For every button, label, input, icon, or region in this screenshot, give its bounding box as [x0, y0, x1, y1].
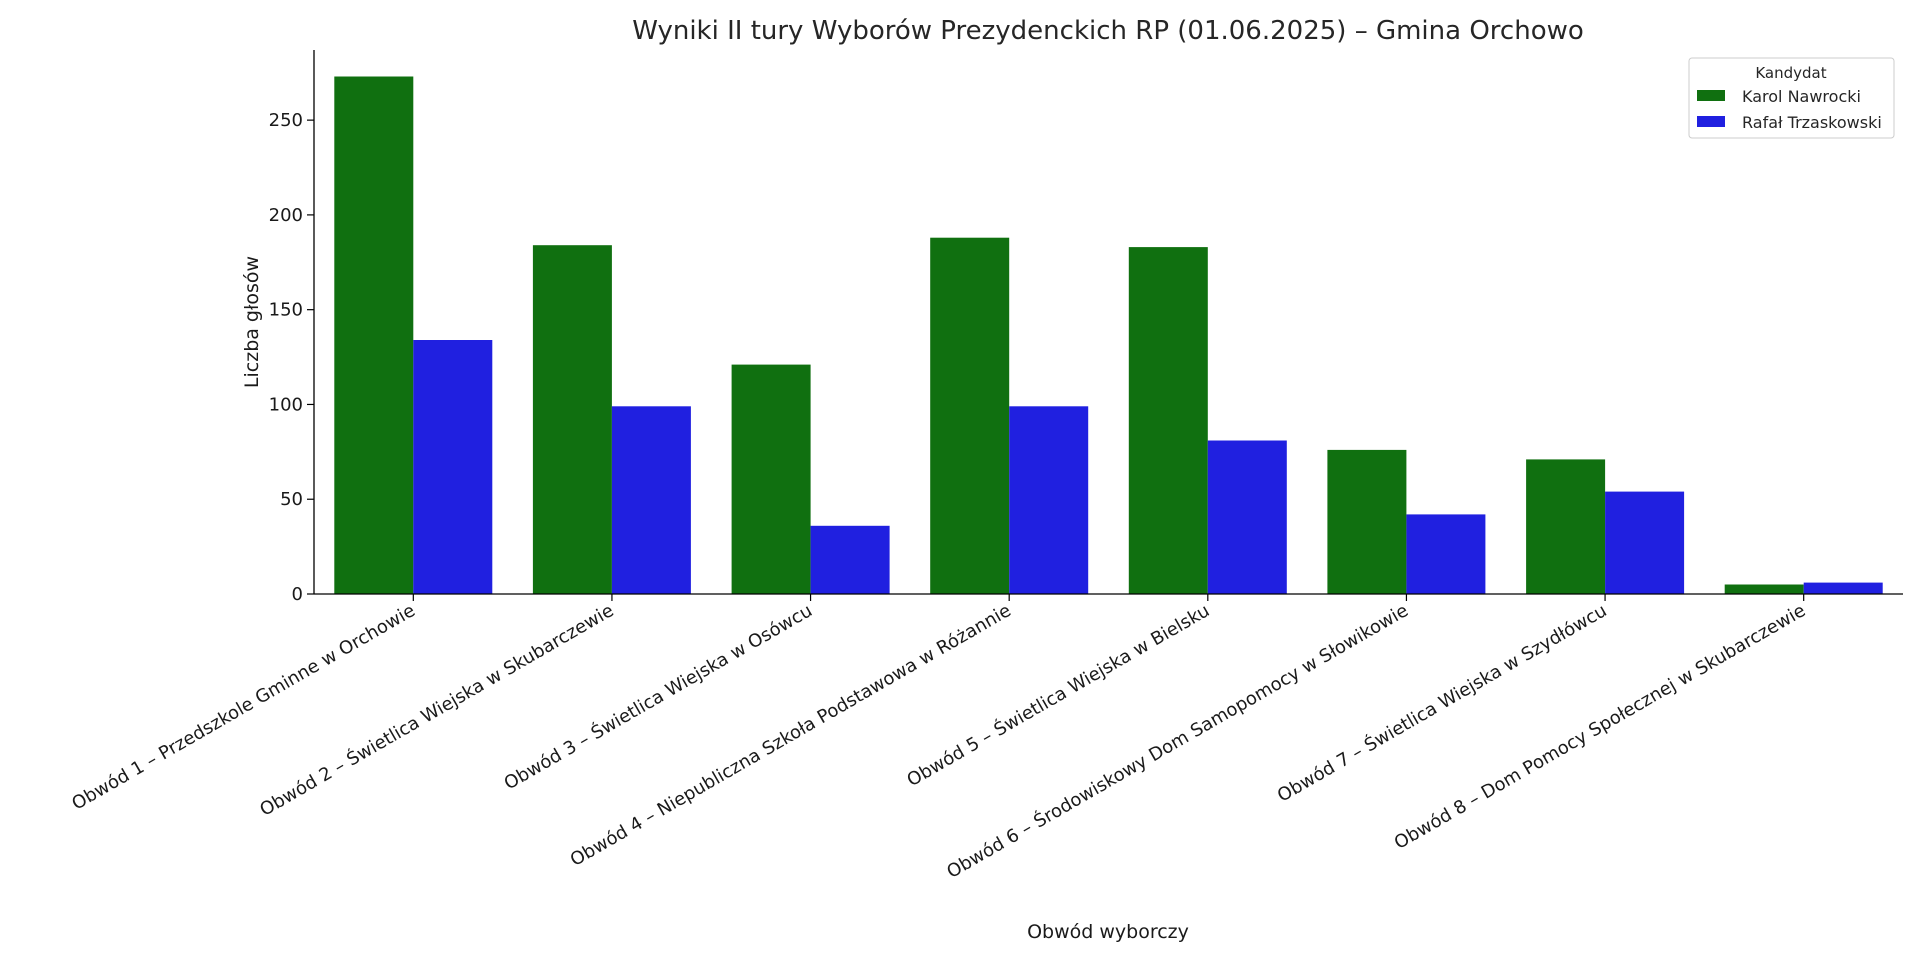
bar-nawrocki-obwod-7: [1526, 459, 1606, 594]
x-category-label-obwod-3: Obwód 3 – Świetlica Wiejska w Osówcu: [500, 599, 816, 794]
x-category-label-obwod-1: Obwód 1 – Przedszkole Gminne w Orchowie: [68, 600, 418, 814]
legend-title: Kandydat: [1755, 64, 1826, 82]
bar-nawrocki-obwod-4: [930, 237, 1010, 594]
y-axis-title: Liczba głosów: [241, 256, 263, 388]
bar-trzaskowski-obwod-3: [810, 525, 890, 594]
bar-trzaskowski-obwod-5: [1207, 440, 1287, 594]
legend-label-trzaskowski: Rafał Trzaskowski: [1742, 113, 1882, 132]
x-category-label-obwod-6: Obwód 6 – Środowiskowy Dom Samopomocy w …: [943, 599, 1412, 883]
legend-swatch-nawrocki: [1697, 90, 1725, 101]
legend-swatch-trzaskowski: [1697, 116, 1725, 127]
y-tick-label: 250: [269, 110, 303, 131]
bar-trzaskowski-obwod-7: [1605, 491, 1685, 594]
bar-trzaskowski-obwod-4: [1009, 406, 1089, 594]
x-category-label-obwod-5: Obwód 5 – Świetlica Wiejska w Bielsku: [903, 599, 1213, 791]
y-ticks-layer: 0 50 100 150 200 250: [269, 110, 314, 605]
y-tick-label: 100: [269, 394, 303, 415]
y-tick-label: 150: [269, 300, 303, 321]
legend: Kandydat Karol Nawrocki Rafał Trzaskowsk…: [1688, 57, 1895, 139]
bar-trzaskowski-obwod-8: [1803, 582, 1883, 594]
bar-nawrocki-obwod-5: [1128, 247, 1208, 594]
bar-trzaskowski-obwod-1: [413, 340, 493, 594]
bar-nawrocki-obwod-1: [334, 76, 414, 594]
x-labels-layer: Obwód 1 – Przedszkole Gminne w OrchowieO…: [68, 594, 1809, 883]
bar-trzaskowski-obwod-2: [611, 406, 691, 594]
y-tick-label: 0: [292, 584, 303, 605]
x-category-label-obwod-2: Obwód 2 – Świetlica Wiejska w Skubarczew…: [256, 599, 618, 820]
chart-title: Wyniki II tury Wyborów Prezydenckich RP …: [632, 16, 1584, 46]
bar-trzaskowski-obwod-6: [1406, 514, 1486, 594]
bar-nawrocki-obwod-8: [1724, 584, 1804, 594]
bar-nawrocki-obwod-3: [731, 364, 811, 594]
legend-box: [1688, 57, 1895, 139]
bar-nawrocki-obwod-2: [532, 245, 612, 594]
y-tick-label: 200: [269, 205, 303, 226]
legend-label-nawrocki: Karol Nawrocki: [1742, 87, 1861, 106]
x-category-label-obwod-4: Obwód 4 – Niepubliczna Szkoła Podstawowa…: [567, 600, 1015, 871]
x-category-label-obwod-8: Obwód 8 – Dom Pomocy Społecznej w Skubar…: [1391, 600, 1809, 854]
bar-nawrocki-obwod-6: [1327, 449, 1407, 594]
y-tick-label: 50: [280, 489, 303, 510]
x-axis-title: Obwód wyborczy: [1027, 921, 1189, 943]
x-category-label-obwod-7: Obwód 7 – Świetlica Wiejska w Szydłówcu: [1273, 599, 1610, 806]
bars-layer: [334, 76, 1883, 594]
